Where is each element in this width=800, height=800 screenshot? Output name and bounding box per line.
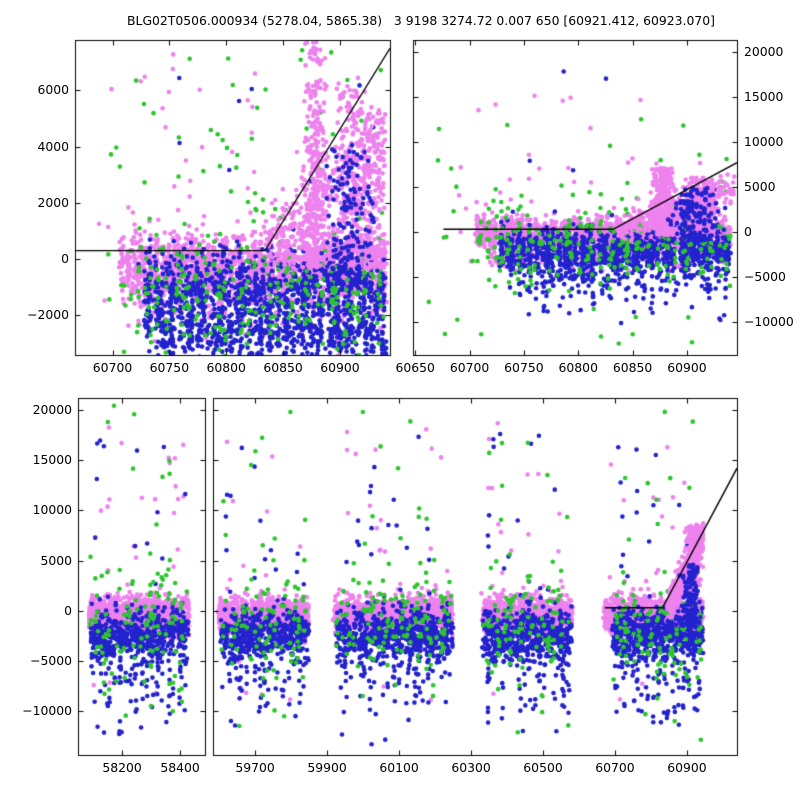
y-tick-label: 10000 <box>32 502 72 518</box>
y-tick-label: 4000 <box>37 138 69 154</box>
x-tick-label: 60700 <box>449 360 490 375</box>
x-tick-label: 60100 <box>379 760 419 775</box>
y-tick-label: 10000 <box>744 133 784 149</box>
x-tick-label: 60700 <box>92 360 133 375</box>
y-tick-label: −2000 <box>27 307 69 323</box>
x-tick-label: 60650 <box>395 360 435 375</box>
y-tick-label: −5000 <box>30 652 72 668</box>
y-tick-label: −10000 <box>22 703 72 719</box>
y-tick-label: 0 <box>61 251 69 266</box>
figure-title: BLG02T0506.000934 (5278.04, 5865.38) 3 9… <box>127 13 715 28</box>
x-tick-label: 60750 <box>149 360 190 375</box>
x-tick-label: 60850 <box>263 360 303 375</box>
x-tick-label: 58200 <box>102 760 142 775</box>
y-tick-label: 6000 <box>37 82 69 98</box>
y-tick-label: 15000 <box>32 452 72 468</box>
x-tick-label: 60850 <box>612 360 653 375</box>
x-tick-label: 60900 <box>320 360 360 375</box>
x-tick-label: 60800 <box>206 360 246 375</box>
y-tick-label: 0 <box>64 602 72 618</box>
y-tick-label: −10000 <box>744 313 794 329</box>
x-tick-label: 60750 <box>504 360 544 375</box>
x-tick-label: 60500 <box>523 760 563 775</box>
y-tick-label: 5000 <box>40 552 72 568</box>
y-tick-label: 20000 <box>744 43 784 59</box>
y-tick-label: 20000 <box>32 401 72 417</box>
x-tick-label: 58400 <box>160 760 200 775</box>
x-tick-label: 60800 <box>558 360 598 375</box>
x-tick-label: 59900 <box>307 760 347 775</box>
y-tick-label: 15000 <box>744 88 784 104</box>
x-tick-label: 59700 <box>235 760 275 775</box>
y-tick-label: 0 <box>744 223 752 239</box>
x-tick-label: 60900 <box>667 360 707 375</box>
y-tick-label: 2000 <box>37 194 69 210</box>
y-tick-label: 5000 <box>744 178 776 194</box>
x-tick-label: 60700 <box>595 760 635 775</box>
x-tick-label: 60300 <box>451 760 491 775</box>
y-tick-label: −5000 <box>744 268 786 284</box>
x-tick-label: 60900 <box>667 760 707 775</box>
